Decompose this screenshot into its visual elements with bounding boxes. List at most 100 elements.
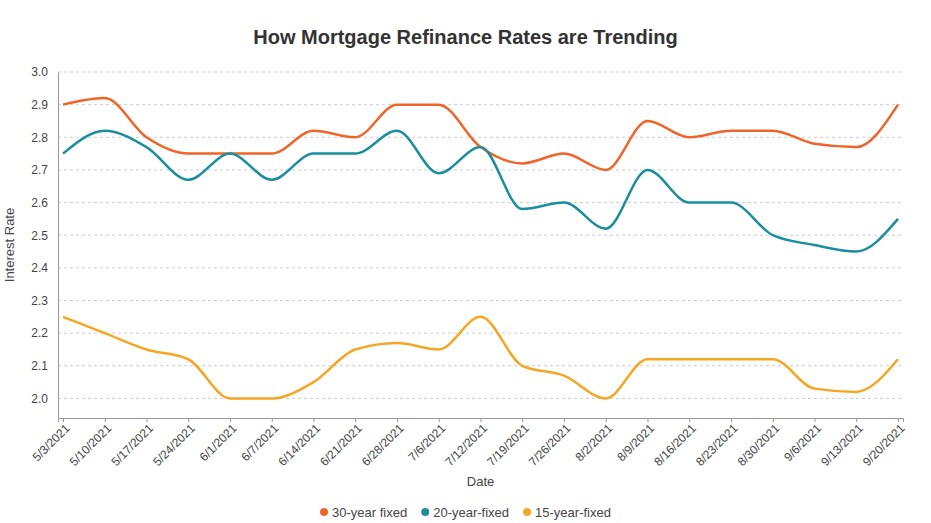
x-tick-label: 5/10/2021	[67, 421, 115, 469]
grid	[58, 72, 903, 398]
x-tick-mark	[731, 418, 732, 422]
legend-label: 20-year-fixed	[433, 505, 509, 520]
x-tick: 9/6/2021	[781, 418, 824, 464]
y-tick-label: 3.0	[31, 65, 48, 79]
x-tick-mark	[397, 418, 398, 422]
x-tick-mark	[522, 418, 523, 422]
grid-line	[58, 72, 903, 73]
x-tick: 8/23/2021	[693, 418, 741, 469]
x-tick-mark	[856, 418, 857, 422]
x-tick: 8/16/2021	[651, 418, 699, 469]
y-tick-label: 2.0	[31, 392, 48, 406]
x-tick-mark	[606, 418, 607, 422]
x-tick: 5/3/2021	[30, 418, 73, 464]
x-tick-label: 7/12/2021	[442, 421, 490, 469]
x-tick-mark	[898, 418, 899, 422]
x-tick: 9/20/2021	[860, 418, 908, 469]
x-tick-mark	[564, 418, 565, 422]
x-tick: 9/13/2021	[818, 418, 866, 469]
x-tick-label: 8/30/2021	[735, 421, 783, 469]
x-tick-label: 5/3/2021	[30, 421, 73, 464]
series-line	[63, 131, 898, 252]
grid-line	[58, 169, 903, 170]
grid-line	[58, 398, 903, 399]
y-tick-label: 2.5	[31, 229, 48, 243]
y-tick: 2.1	[31, 359, 58, 373]
x-tick: 7/19/2021	[484, 418, 532, 469]
x-tick-mark	[814, 418, 815, 422]
x-tick-label: 6/1/2021	[197, 421, 240, 464]
x-tick-label: 7/26/2021	[526, 421, 574, 469]
legend-item: 15-year-fixed	[523, 505, 611, 520]
y-axis-line	[58, 73, 59, 419]
y-tick-label: 2.6	[31, 196, 48, 210]
x-tick-mark	[147, 418, 148, 422]
x-tick-label: 6/7/2021	[238, 421, 281, 464]
y-tick: 2.8	[31, 131, 58, 145]
y-tick: 2.2	[31, 326, 58, 340]
x-tick-label: 8/23/2021	[693, 421, 741, 469]
title: How Mortgage Refinance Rates are Trendin…	[253, 26, 678, 48]
x-axis-title: Date	[467, 474, 494, 489]
x-tick-label: 7/6/2021	[405, 421, 448, 464]
x-tick: 6/1/2021	[197, 418, 240, 464]
lines	[63, 98, 898, 398]
y-tick: 2.0	[31, 392, 58, 406]
x-tick-label: 5/24/2021	[150, 421, 198, 469]
legend: 30-year fixed 20-year-fixed 15-year-fixed	[320, 505, 611, 520]
x-tick: 5/24/2021	[150, 418, 198, 469]
y-tick: 2.9	[31, 98, 58, 112]
x-tick: 5/10/2021	[67, 418, 115, 469]
grid-line	[58, 202, 903, 203]
x-tick: 6/28/2021	[359, 418, 407, 469]
x-tick: 6/7/2021	[238, 418, 281, 464]
y-tick: 2.4	[31, 261, 58, 275]
grid-line	[58, 137, 903, 138]
x-tick-mark	[689, 418, 690, 422]
grid-line	[58, 104, 903, 105]
y-tick-label: 2.8	[31, 131, 48, 145]
series-line	[63, 317, 898, 399]
x-tick-label: 6/21/2021	[317, 421, 365, 469]
x-tick-mark	[230, 418, 231, 422]
x-tick-mark	[773, 418, 774, 422]
x-tick: 6/14/2021	[275, 418, 323, 469]
x-tick-label: 8/2/2021	[572, 421, 615, 464]
x-tick: 5/17/2021	[108, 418, 156, 469]
legend-label: 30-year fixed	[332, 505, 407, 520]
x-tick: 8/30/2021	[735, 418, 783, 469]
series-line	[63, 98, 898, 170]
x-tick-label: 9/20/2021	[860, 421, 908, 469]
x-tick-label: 7/19/2021	[484, 421, 532, 469]
x-tick-label: 6/28/2021	[359, 421, 407, 469]
y-tick: 2.5	[31, 229, 58, 243]
x-tick-label: 8/9/2021	[614, 421, 657, 464]
y-tick: 3.0	[31, 65, 58, 79]
legend-item: 20-year-fixed	[421, 505, 509, 520]
grid-line	[58, 267, 903, 268]
legend-swatch	[523, 508, 531, 516]
x-tick-mark	[314, 418, 315, 422]
y-tick-label: 2.2	[31, 326, 48, 340]
x-tick: 6/21/2021	[317, 418, 365, 469]
x-tick: 8/2/2021	[572, 418, 615, 464]
x-axis: 5/3/20215/10/20215/17/20215/24/20216/1/2…	[30, 418, 908, 469]
y-axis-title: Interest Rate	[2, 208, 17, 282]
y-tick: 2.3	[31, 294, 58, 308]
x-tick-mark	[105, 418, 106, 422]
x-axis-line	[59, 419, 904, 423]
x-tick: 7/6/2021	[405, 418, 448, 464]
y-tick-label: 2.7	[31, 163, 48, 177]
x-tick: 7/26/2021	[526, 418, 574, 469]
grid-line	[58, 333, 903, 334]
y-tick-label: 2.3	[31, 294, 48, 308]
x-tick-mark	[63, 418, 64, 422]
y-tick-label: 2.4	[31, 261, 48, 275]
x-tick-mark	[439, 418, 440, 422]
legend-label: 15-year-fixed	[535, 505, 611, 520]
chart: How Mortgage Refinance Rates are Trendin…	[0, 0, 931, 523]
x-tick-label: 9/13/2021	[818, 421, 866, 469]
x-tick: 7/12/2021	[442, 418, 490, 469]
x-tick-mark	[647, 418, 648, 422]
x-tick-mark	[355, 418, 356, 422]
